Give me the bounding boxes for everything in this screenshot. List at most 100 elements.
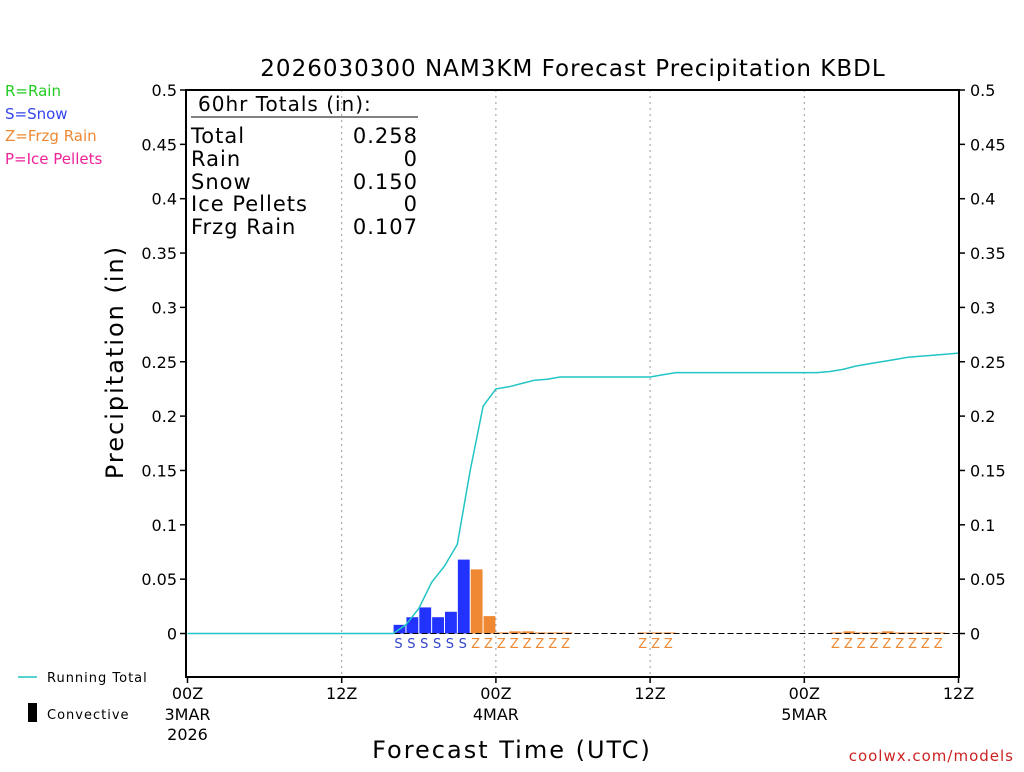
bar — [663, 632, 676, 634]
bar — [856, 632, 869, 634]
legend-convective: Convective — [47, 708, 130, 723]
y-tick-label: 0.5 — [152, 81, 177, 100]
y-tick-label-right: 0.5 — [970, 81, 995, 100]
ptype-label: Z — [535, 637, 546, 652]
bar — [547, 632, 560, 634]
x-tick-year: 2026 — [167, 725, 208, 744]
x-tick-date: 5MAR — [781, 705, 827, 724]
x-tick-label: 12Z — [634, 684, 665, 703]
ptype-label: Z — [510, 637, 521, 652]
plot-frame — [185, 89, 960, 678]
y-tick-label: 0.35 — [141, 244, 177, 263]
y-tick-label-right: 0.4 — [970, 190, 995, 209]
ptype-label: Z — [497, 637, 508, 652]
y-tick-label-right: 0.15 — [970, 461, 1006, 480]
ptype-label: Z — [523, 637, 534, 652]
x-tick-date: 4MAR — [473, 705, 519, 724]
y-tick-label: 0.25 — [141, 353, 177, 372]
y-tick-label: 0.3 — [152, 298, 177, 317]
bar — [534, 632, 547, 634]
chart-title: 2026030300 NAM3KM Forecast Precipitation… — [260, 56, 885, 82]
bar — [894, 632, 907, 634]
totals-label-ice-pellets: Ice Pellets — [191, 192, 308, 216]
y-tick-label-right: 0 — [970, 625, 980, 644]
bar — [406, 617, 419, 634]
y-tick-label-right: 0.1 — [970, 516, 995, 535]
ptype-label: Z — [934, 637, 945, 652]
x-tick-label: 00Z — [480, 684, 511, 703]
x-tick-label: 12Z — [943, 684, 974, 703]
ptype-label: Z — [844, 637, 855, 652]
totals-label-frzg-rain: Frzg Rain — [191, 215, 296, 239]
bar — [509, 631, 522, 634]
x-tick-label: 12Z — [326, 684, 357, 703]
legend-snow: S=Snow — [5, 105, 68, 123]
y-axis-ticks: 0 0 0.05 0.05 0.1 0.1 0.15 0.15 0.2 0.2 0.25 0.25 0.… — [141, 81, 1005, 644]
y-tick-label: 0.2 — [152, 407, 177, 426]
y-tick-label: 0.15 — [141, 461, 177, 480]
credit-link[interactable]: coolwx.com/models — [849, 747, 1014, 765]
ptype-label: Z — [831, 637, 842, 652]
bar — [830, 632, 843, 634]
ptype-label: Z — [895, 637, 906, 652]
totals-value-total: 0.258 — [353, 124, 418, 148]
bar — [933, 632, 946, 634]
y-tick-label-right: 0.3 — [970, 298, 995, 317]
totals-label-snow: Snow — [191, 170, 252, 194]
y-tick-label: 0.45 — [141, 135, 177, 154]
running-total-line — [187, 352, 959, 635]
legend-running-total: Running Total — [47, 671, 148, 686]
ptype-label: S — [433, 637, 443, 652]
y-tick-label-right: 0.45 — [970, 135, 1006, 154]
ptype-label: Z — [561, 637, 572, 652]
grid-lines — [341, 90, 805, 677]
bar — [869, 632, 881, 634]
x-tick-label: 00Z — [172, 684, 203, 703]
ptype-label: Z — [548, 637, 559, 652]
y-tick-label: 0.4 — [152, 190, 177, 209]
bar — [560, 632, 573, 634]
bar — [907, 632, 920, 634]
legend-frzg-rain: Z=Frzg Rain — [5, 127, 97, 145]
y-tick-label: 0.05 — [141, 570, 177, 589]
bar — [920, 632, 933, 634]
ptype-label: Z — [908, 637, 919, 652]
bar — [637, 632, 650, 634]
totals-value-rain: 0 — [404, 147, 418, 171]
ptype-label: Z — [870, 637, 881, 652]
legend-convective-swatch — [28, 703, 37, 722]
bar — [843, 631, 856, 634]
bar — [483, 616, 496, 634]
ptype-label: Z — [484, 637, 495, 652]
totals-label-rain: Rain — [191, 147, 241, 171]
bar — [522, 631, 534, 634]
bar — [650, 632, 663, 634]
bar — [881, 631, 894, 634]
bar — [432, 617, 444, 634]
legend-ice-pellets: P=Ice Pellets — [5, 150, 102, 168]
ptype-label: Z — [921, 637, 932, 652]
totals-label-total: Total — [190, 124, 245, 148]
ptype-label: S — [420, 637, 430, 652]
y-axis-label: Precipitation (in) — [101, 245, 129, 479]
y-tick-label-right: 0.35 — [970, 244, 1006, 263]
ptype-label: Z — [664, 637, 675, 652]
ptype-label: Z — [882, 637, 893, 652]
legend-rain: R=Rain — [5, 82, 61, 100]
bar — [445, 611, 457, 634]
totals-value-snow: 0.150 — [353, 170, 418, 194]
bar — [470, 569, 483, 634]
x-axis-label: Forecast Time (UTC) — [372, 736, 652, 764]
totals-heading: 60hr Totals (in): — [198, 92, 372, 116]
totals-value-frzg-rain: 0.107 — [353, 215, 418, 239]
totals-value-ice-pellets: 0 — [404, 192, 418, 216]
ptype-label: Z — [638, 637, 649, 652]
y-tick-label-right: 0.2 — [970, 407, 995, 426]
y-tick-label: 0 — [167, 625, 177, 644]
ptype-label: S — [459, 637, 469, 652]
ptype-label: S — [394, 637, 404, 652]
ptype-label: Z — [471, 637, 482, 652]
